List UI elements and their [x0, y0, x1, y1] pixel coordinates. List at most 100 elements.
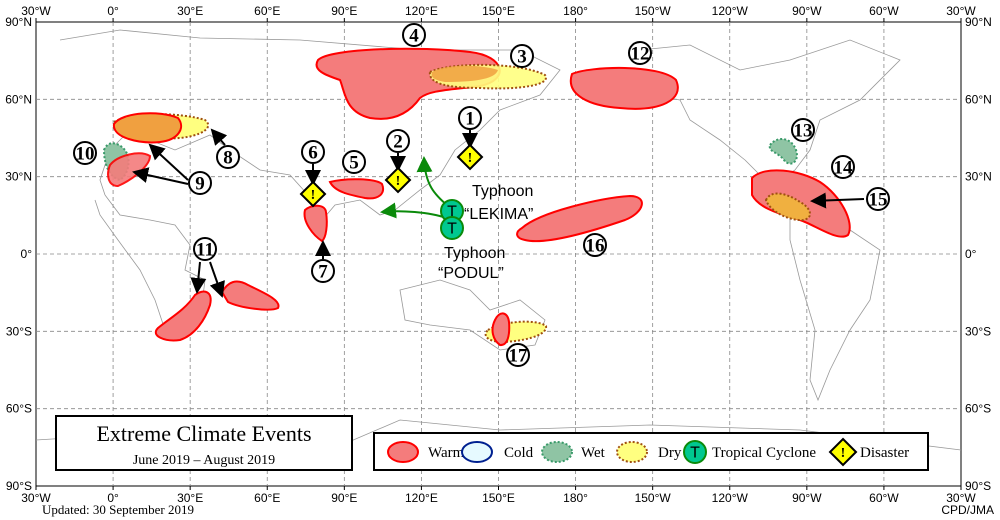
- event-number-3: 3: [517, 47, 527, 68]
- credit-label: CPD/JMA: [941, 503, 994, 517]
- latitude-label: 0°: [21, 247, 33, 261]
- longitude-label: 60°W: [869, 491, 899, 505]
- event-number-9: 9: [195, 174, 205, 195]
- typhoon-podul-name: “PODUL”: [438, 265, 504, 282]
- longitude-label: 180°: [563, 4, 588, 18]
- warm-area-11a: [154, 290, 212, 342]
- longitude-labels: 30°W30°W0°0°30°E30°E60°E60°E90°E90°E120°…: [21, 4, 976, 505]
- warm-area-7: [303, 204, 328, 243]
- longitude-label: 150°W: [635, 491, 672, 505]
- event-number-circle: [866, 187, 890, 211]
- typhoon-podul-label: Typhoon: [444, 245, 505, 262]
- longitude-label: 30°W: [946, 491, 976, 505]
- latitude-label: 60°S: [6, 402, 32, 416]
- longitude-label: 0°: [107, 4, 119, 18]
- legend-disaster-label: Disaster: [860, 445, 909, 461]
- event-number-2: 2: [393, 132, 403, 153]
- map-title: Extreme Climate Events: [96, 421, 311, 446]
- legend-cold-label: Cold: [504, 445, 534, 461]
- disaster-marker: [456, 143, 484, 171]
- tc-podul-marker: [440, 216, 464, 240]
- event-number-circle: [506, 343, 530, 367]
- latitude-label: 30°S: [965, 324, 991, 338]
- tc-symbol: T: [690, 445, 700, 462]
- typhoon-lekima-name: “LEKIMA”: [464, 206, 533, 223]
- longitude-label: 90°E: [331, 4, 357, 18]
- event-number-1: 1: [465, 109, 475, 130]
- event-number-5: 5: [349, 153, 359, 174]
- warm-area-11b: [220, 280, 280, 311]
- warm-area-16: [516, 194, 643, 243]
- longitude-label: 30°W: [946, 4, 976, 18]
- warm-dry-overlap-3: [431, 65, 498, 82]
- disaster-marker: [299, 180, 327, 208]
- legend-wet-swatch: [541, 441, 573, 463]
- longitude-label: 30°W: [21, 4, 51, 18]
- event-number-circle: [188, 171, 212, 195]
- title-box: Extreme Climate Events June 2019 – Augus…: [55, 415, 353, 471]
- legend-warm-swatch: [387, 441, 419, 463]
- updated-date: Updated: 30 September 2019: [42, 502, 194, 517]
- longitude-label: 90°W: [792, 4, 822, 18]
- longitude-label: 90°E: [331, 491, 357, 505]
- latitude-label: 60°S: [965, 402, 991, 416]
- legend: Warm Cold Wet Dry T Tropical Cyclone ! D…: [373, 432, 929, 471]
- event-number-13: 13: [794, 121, 813, 142]
- latitude-label: 0°: [965, 247, 977, 261]
- latitude-label: 60°N: [5, 92, 32, 106]
- legend-cold-swatch: [461, 441, 493, 463]
- latitude-label: 30°N: [5, 170, 32, 184]
- event-number-6: 6: [308, 143, 318, 164]
- disaster-markers: !!!: [299, 143, 484, 208]
- legend-dry-label: Dry: [658, 445, 682, 461]
- event-number-circle: [216, 145, 240, 169]
- latitude-label: 90°N: [965, 15, 992, 29]
- event-number-circle: [628, 41, 652, 65]
- typhoon-lekima-label: Typhoon: [472, 183, 533, 200]
- latitude-label: 90°S: [6, 479, 32, 493]
- event-number-4: 4: [409, 26, 419, 47]
- tc-symbol: T: [447, 204, 457, 221]
- longitude-label: 120°W: [712, 4, 749, 18]
- warm-area-8: [113, 112, 183, 144]
- longitude-label: 120°E: [405, 4, 438, 18]
- longitude-label: 60°E: [254, 4, 280, 18]
- longitude-label: 30°W: [21, 491, 51, 505]
- latitude-label: 60°N: [965, 92, 992, 106]
- event-number-circle: [510, 44, 534, 68]
- longitude-label: 150°E: [482, 4, 515, 18]
- event-number-circle: [73, 141, 97, 165]
- event-number-10: 10: [76, 144, 95, 165]
- warm-area-12: [569, 66, 679, 110]
- event-number-circle: [402, 23, 426, 47]
- event-number-17: 17: [509, 346, 529, 367]
- longitude-label: 150°E: [482, 491, 515, 505]
- event-number-16: 16: [586, 236, 605, 257]
- map-period: June 2019 – August 2019: [133, 453, 275, 468]
- tc-symbol: T: [447, 221, 457, 238]
- longitude-label: 30°E: [177, 4, 203, 18]
- tropical-cyclone-markers: T T Typhoon “LEKIMA” Typhoon “PODUL”: [438, 183, 533, 282]
- event-number-circle: [458, 106, 482, 130]
- disaster-symbol: !: [468, 151, 473, 166]
- latitude-label: 30°N: [965, 170, 992, 184]
- disaster-symbol: !: [311, 188, 316, 203]
- longitude-label: 120°W: [712, 491, 749, 505]
- event-number-circle: [301, 140, 325, 164]
- event-number-11: 11: [196, 240, 214, 261]
- event-number-circle: [583, 233, 607, 257]
- legend-wet-label: Wet: [581, 445, 606, 461]
- event-number-circle: [311, 259, 335, 283]
- longitude-label: 60°W: [869, 4, 899, 18]
- legend-warm-label: Warm: [428, 445, 465, 461]
- latitude-label: 90°S: [965, 479, 991, 493]
- warm-area-17: [491, 312, 511, 346]
- event-number-circle: [342, 150, 366, 174]
- event-number-12: 12: [631, 44, 650, 65]
- latitude-label: 30°S: [6, 324, 32, 338]
- longitude-label: 30°E: [177, 491, 203, 505]
- event-number-8: 8: [223, 148, 233, 169]
- legend-tc-swatch: [683, 440, 707, 464]
